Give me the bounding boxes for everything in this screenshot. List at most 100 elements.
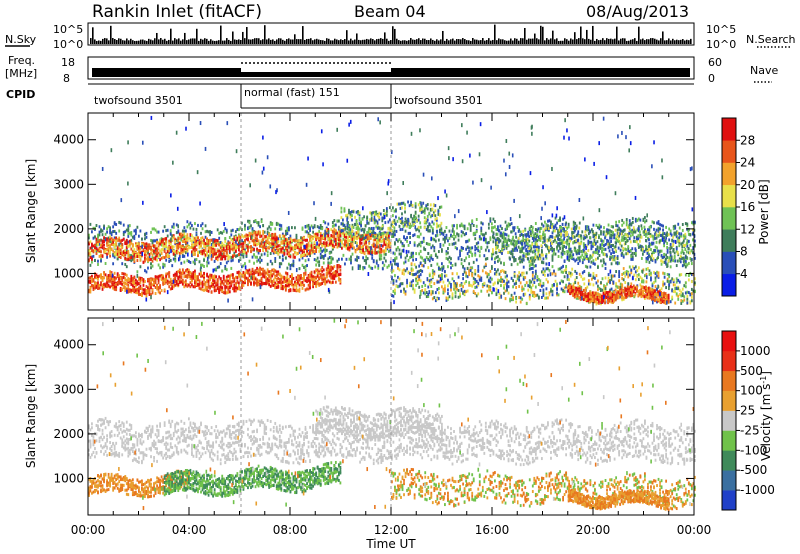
data-cell xyxy=(200,224,202,228)
data-cell xyxy=(260,238,263,242)
data-cell xyxy=(212,279,215,283)
data-cell xyxy=(303,278,305,282)
data-cell xyxy=(504,220,507,224)
data-cell xyxy=(534,236,537,240)
data-cell xyxy=(262,268,265,272)
data-cell xyxy=(192,275,195,279)
data-cell xyxy=(357,245,360,249)
data-cell xyxy=(177,237,180,241)
data-cell xyxy=(294,226,296,230)
data-cell xyxy=(168,241,171,245)
data-cell xyxy=(284,283,287,287)
data-cell xyxy=(315,237,318,241)
data-cell xyxy=(198,245,201,249)
data-cell xyxy=(116,250,119,254)
data-cell xyxy=(330,267,333,271)
data-cell xyxy=(251,238,254,242)
data-cell xyxy=(272,242,275,246)
nsky-bar xyxy=(270,39,272,44)
data-cell xyxy=(463,227,466,231)
data-cell xyxy=(598,225,601,229)
data-cell xyxy=(551,256,554,260)
data-cell xyxy=(413,233,416,237)
data-cell xyxy=(222,249,225,253)
nsky-bar xyxy=(590,39,592,44)
data-cell xyxy=(262,272,265,276)
nsky-bar xyxy=(108,40,110,44)
data-cell xyxy=(281,234,284,238)
data-cell xyxy=(292,253,295,257)
freq-band-2 xyxy=(241,72,391,77)
nsky-bar xyxy=(560,40,562,44)
data-cell xyxy=(363,242,366,246)
data-cell xyxy=(624,232,627,236)
data-cell xyxy=(336,273,339,277)
data-cell xyxy=(278,255,281,259)
nsky-bar xyxy=(644,40,646,44)
data-cell xyxy=(100,283,102,287)
data-cell xyxy=(283,280,286,284)
data-cell xyxy=(136,243,139,247)
data-cell xyxy=(165,278,168,282)
data-cell xyxy=(328,236,331,240)
data-cell xyxy=(309,228,311,232)
data-cell xyxy=(266,279,269,283)
data-cell xyxy=(394,262,396,266)
data-cell xyxy=(131,254,134,258)
data-cell xyxy=(680,256,683,260)
data-cell xyxy=(119,255,122,259)
data-cell xyxy=(328,238,331,242)
data-cell xyxy=(356,244,358,248)
data-cell xyxy=(645,219,648,223)
data-cell xyxy=(231,239,234,243)
data-cell xyxy=(583,257,586,261)
data-cell xyxy=(234,275,237,279)
data-cell xyxy=(477,245,480,249)
data-cell xyxy=(624,247,627,251)
data-cell xyxy=(334,274,337,278)
data-cell xyxy=(284,237,287,241)
data-cell xyxy=(210,230,213,234)
data-cell xyxy=(280,281,283,285)
data-cell xyxy=(397,239,399,243)
data-cell xyxy=(471,219,474,223)
data-cell xyxy=(165,258,168,262)
data-cell xyxy=(254,277,257,281)
data-cell xyxy=(301,286,304,290)
data-cell xyxy=(231,241,234,245)
data-cell xyxy=(163,242,166,246)
data-cell xyxy=(274,227,277,231)
data-cell xyxy=(172,235,175,239)
data-cell xyxy=(404,237,407,241)
data-cell xyxy=(528,244,531,248)
data-cell xyxy=(386,265,389,269)
data-cell xyxy=(192,251,195,255)
nsky-bar xyxy=(510,38,512,44)
data-cell xyxy=(201,280,204,284)
data-cell xyxy=(213,274,216,278)
data-cell xyxy=(663,239,666,243)
data-cell xyxy=(301,253,304,257)
nsky-bar xyxy=(542,26,544,44)
data-cell xyxy=(109,250,112,254)
data-cell xyxy=(210,254,213,258)
data-cell xyxy=(448,236,451,240)
data-cell xyxy=(113,279,116,283)
data-cell xyxy=(144,259,146,263)
data-cell xyxy=(306,238,308,242)
data-cell xyxy=(651,251,654,255)
data-cell xyxy=(366,231,369,235)
data-cell xyxy=(337,238,340,242)
data-cell xyxy=(353,237,355,241)
data-cell xyxy=(333,274,336,278)
nsky-bar xyxy=(316,38,318,44)
data-cell xyxy=(221,280,224,284)
data-cell xyxy=(103,247,105,251)
data-cell xyxy=(316,260,319,264)
nsky-bar xyxy=(626,40,628,44)
data-cell xyxy=(165,274,168,278)
data-cell xyxy=(278,272,281,276)
data-cell xyxy=(153,227,155,231)
nsky-bar xyxy=(348,40,350,44)
data-cell xyxy=(242,283,245,287)
